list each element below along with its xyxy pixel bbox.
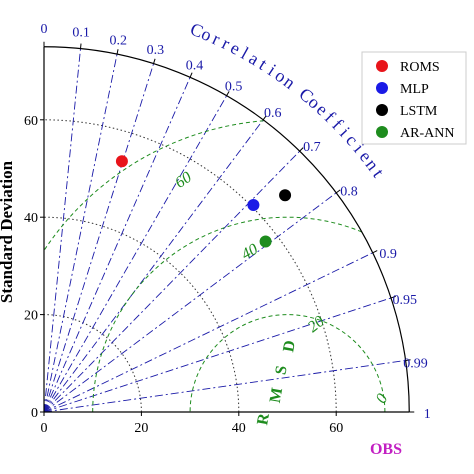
corr-tick-label-0-4: 0.4 bbox=[186, 59, 204, 74]
std-arc-20 bbox=[43, 314, 142, 413]
legend-marker-mlp bbox=[376, 82, 388, 94]
corr-tick-label-0-95: 0.95 bbox=[392, 293, 417, 308]
correlation-ray-0-1 bbox=[43, 48, 81, 413]
correlation-ray-0-95 bbox=[43, 297, 392, 413]
std-arc-60 bbox=[43, 119, 337, 413]
rmsd-contour-label-40: 40 bbox=[239, 241, 261, 264]
legend-label-mlp: MLP bbox=[400, 82, 429, 97]
legend-marker-ar-ann bbox=[376, 126, 388, 138]
rmsd-contour-label-0: 0 bbox=[373, 391, 392, 406]
x-tick-label-40: 40 bbox=[232, 421, 246, 436]
corr-tick-label-0-2: 0.2 bbox=[110, 33, 128, 48]
corr-tick-label-0-9: 0.9 bbox=[379, 247, 397, 262]
y-tick-label-0: 0 bbox=[31, 406, 38, 421]
point-ar-ann bbox=[259, 235, 272, 248]
correlation-ray-0-9 bbox=[43, 252, 373, 413]
legend-label-roms: ROMS bbox=[400, 60, 440, 75]
corr-tick-0-8 bbox=[335, 189, 341, 194]
corr-tick-0-4 bbox=[189, 72, 193, 78]
rmsd-label-char: R bbox=[254, 412, 273, 427]
legend-label-ar-ann: AR-ANN bbox=[400, 126, 454, 141]
grid-layer bbox=[43, 48, 406, 413]
rmsd-contour-40 bbox=[92, 216, 362, 413]
correlation-ray-0-6 bbox=[43, 119, 264, 413]
legend-label-lstm: LSTM bbox=[400, 104, 438, 119]
correlation-ray-0-5 bbox=[43, 95, 228, 413]
point-roms bbox=[115, 155, 128, 168]
outer-arc bbox=[43, 46, 410, 413]
corr-tick-0-1 bbox=[80, 43, 82, 49]
corr-tick-0-7 bbox=[299, 147, 304, 152]
rmsd-label-char: D bbox=[280, 339, 299, 353]
correlation-ray-0-2 bbox=[43, 54, 118, 413]
rmsd-label-char: S bbox=[272, 364, 290, 376]
points-layer bbox=[115, 155, 292, 248]
corr-tick-label-0-99: 0.99 bbox=[403, 357, 428, 372]
legend-marker-lstm bbox=[376, 104, 388, 116]
rmsd-contours bbox=[44, 120, 386, 413]
corr-tick-label-0-1: 0.1 bbox=[72, 26, 90, 41]
corr-tick-0-5 bbox=[226, 91, 230, 96]
rmsd-contour-label-20: 20 bbox=[305, 313, 328, 336]
correlation-ray-0-7 bbox=[43, 150, 300, 413]
x-tick-label-20: 20 bbox=[134, 421, 148, 436]
corr-tick-label-0-8: 0.8 bbox=[340, 184, 358, 199]
corr-tick-label-1: 1 bbox=[424, 407, 431, 422]
corr-tick-label-0-7: 0.7 bbox=[303, 140, 321, 155]
legend-marker-roms bbox=[376, 60, 388, 72]
y-axis-title: Standard Deviation bbox=[0, 160, 16, 303]
rmsd-label-char: M bbox=[267, 386, 286, 404]
corr-tick-0-3 bbox=[153, 58, 156, 64]
corr-tick-0-9 bbox=[372, 250, 378, 254]
axes-layer bbox=[40, 41, 415, 416]
y-tick-label-20: 20 bbox=[24, 309, 38, 324]
correlation-ray-0-4 bbox=[43, 77, 191, 413]
corr-tick-0-99 bbox=[405, 359, 411, 361]
x-axis-title-obs: OBS bbox=[370, 441, 402, 458]
point-mlp bbox=[247, 199, 260, 212]
rmsd-contour-60 bbox=[44, 120, 264, 251]
correlation-ray-0-99 bbox=[43, 360, 406, 413]
y-tick-label-60: 60 bbox=[24, 114, 38, 129]
correlation-ray-0-3 bbox=[43, 63, 155, 413]
y-tick-label-40: 40 bbox=[24, 211, 38, 226]
legend: ROMS MLP LSTM AR-ANN bbox=[361, 51, 467, 145]
corr-tick-0-95 bbox=[390, 295, 396, 299]
rmsd-contour-label-60: 60 bbox=[172, 169, 195, 192]
corr-tick-0-2 bbox=[116, 49, 119, 55]
std-arc-40 bbox=[43, 216, 240, 413]
corr-tick-label-0: 0 bbox=[41, 22, 48, 37]
point-lstm bbox=[279, 189, 292, 202]
corr-tick-label-0-6: 0.6 bbox=[264, 106, 282, 121]
rmsd-contour-20 bbox=[189, 314, 386, 413]
correlation-ray-0-8 bbox=[43, 192, 337, 413]
x-tick-label-60: 60 bbox=[329, 421, 343, 436]
corr-tick-0-6 bbox=[262, 115, 267, 121]
corr-tick-label-0-5: 0.5 bbox=[225, 79, 243, 94]
corr-tick-label-0-3: 0.3 bbox=[147, 43, 165, 58]
x-tick-label-0: 0 bbox=[41, 421, 48, 436]
